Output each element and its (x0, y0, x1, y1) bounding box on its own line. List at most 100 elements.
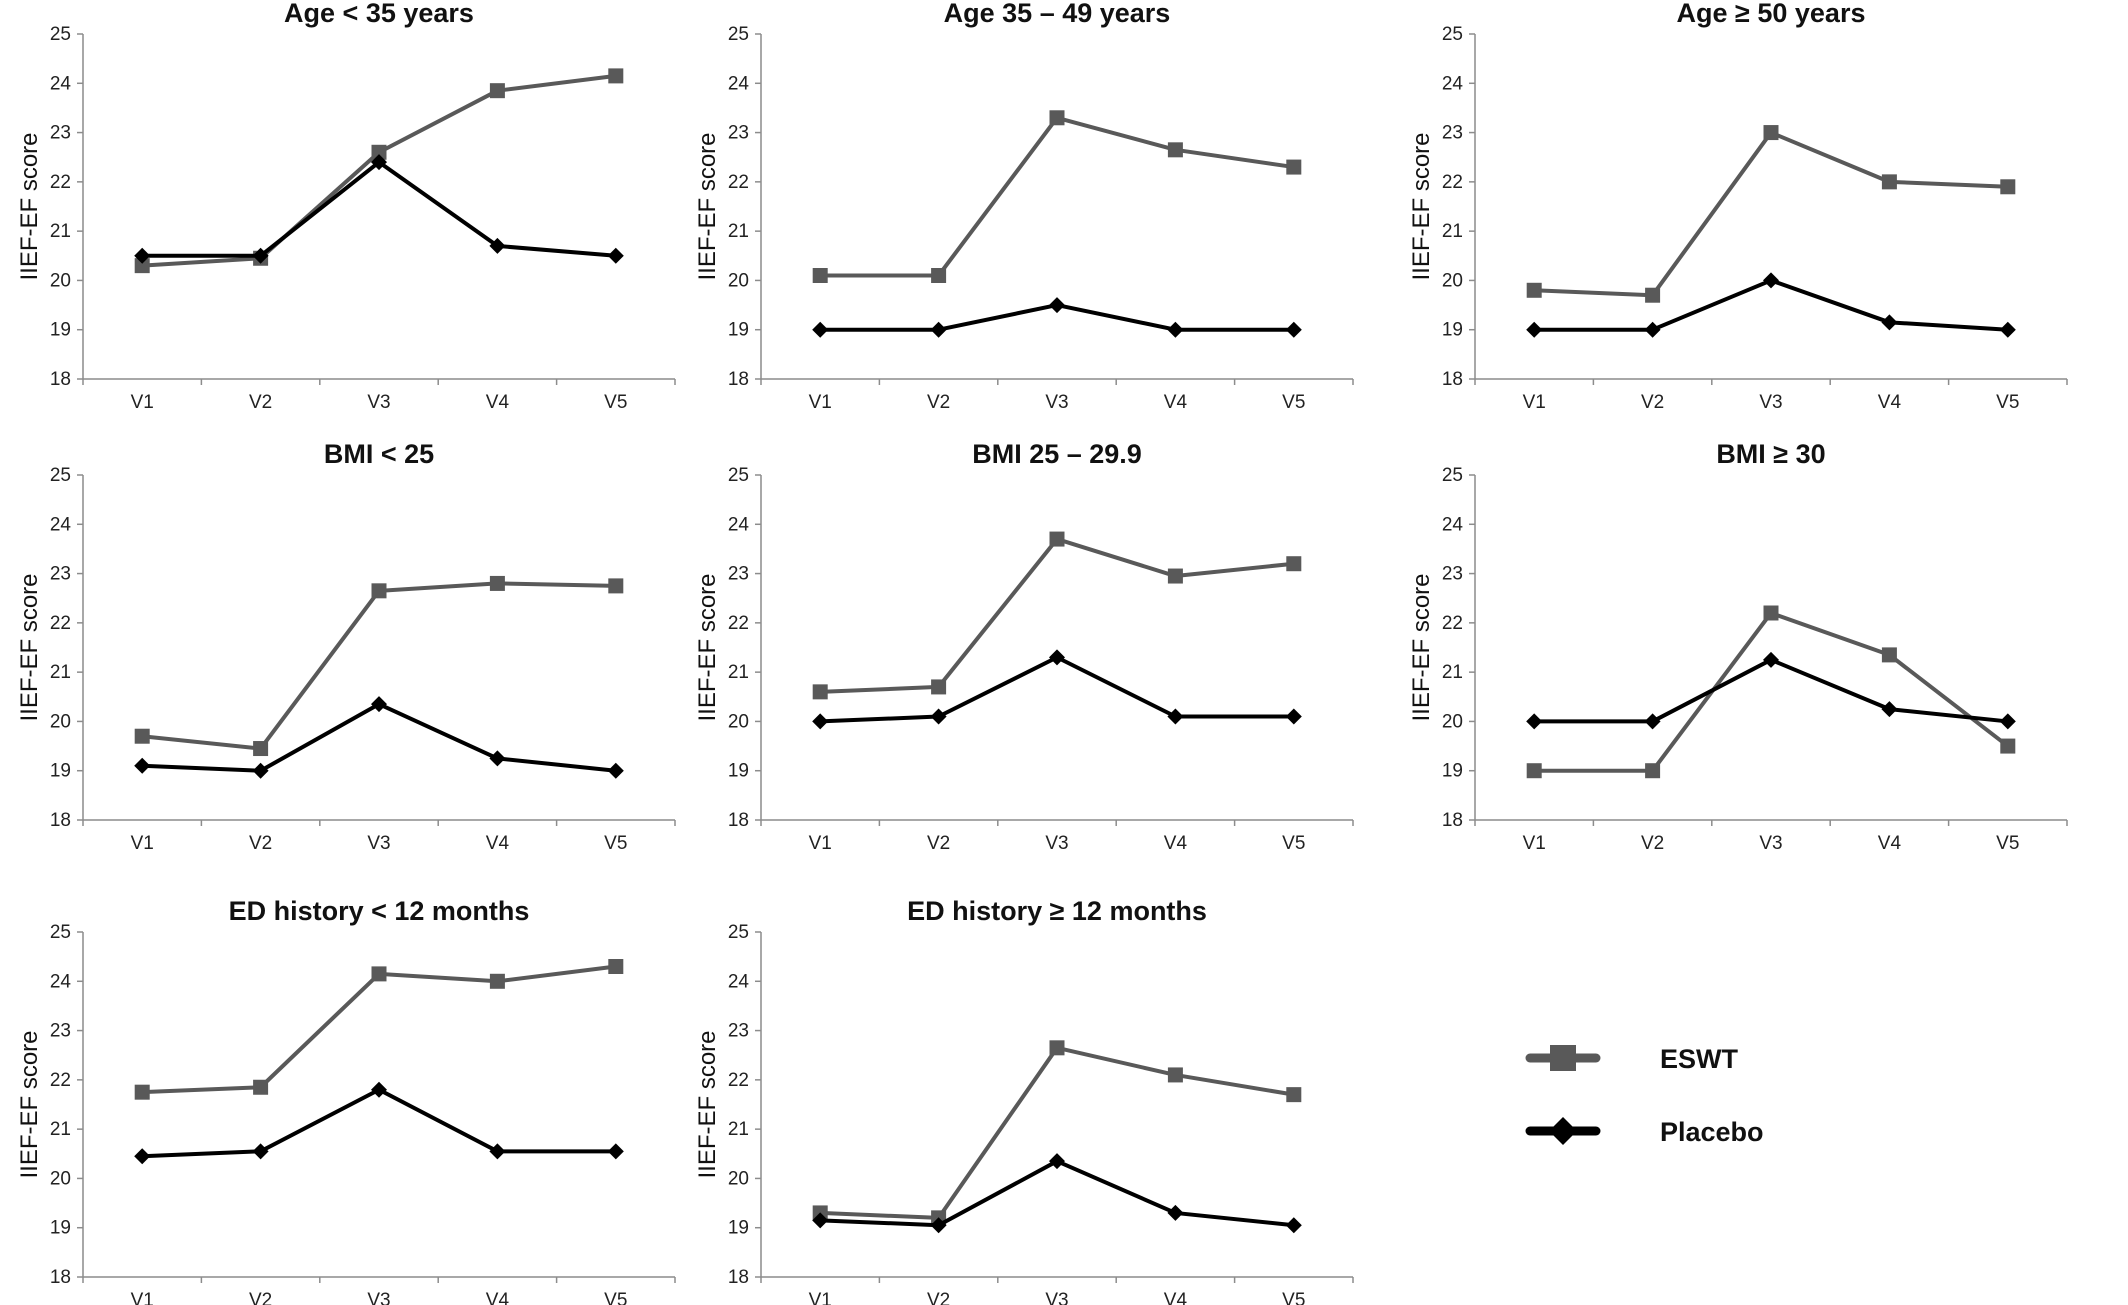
placebo-point (371, 696, 387, 713)
eswt-point (489, 575, 505, 591)
eswt-point (812, 684, 828, 700)
placebo-point (1167, 1204, 1184, 1221)
y-tick-label: 24 (1442, 73, 1464, 94)
y-tick-label: 22 (728, 172, 749, 193)
eswt-point (1881, 174, 1897, 190)
eswt-point (1763, 125, 1779, 141)
eswt-point (371, 144, 387, 160)
y-tick-label: 24 (1442, 514, 1464, 535)
placebo-point (1167, 321, 1184, 338)
placebo-point (252, 1143, 269, 1160)
y-tick-label: 24 (728, 514, 750, 535)
x-tick-label: V5 (1282, 1290, 1305, 1305)
placebo-point (607, 247, 624, 264)
x-tick-label: V1 (809, 392, 832, 413)
placebo-point (1881, 314, 1898, 331)
y-tick-label: 23 (1442, 123, 1463, 144)
y-axis-label: IIEF-EF score (16, 132, 43, 280)
eswt-point (1526, 763, 1542, 779)
y-tick-label: 18 (728, 1267, 749, 1288)
y-tick-label: 18 (50, 1267, 71, 1288)
eswt-point (608, 959, 624, 974)
chart-panel: ED history < 12 months IIEF-EF score 18 19 2… (16, 896, 676, 1305)
eswt-point (931, 679, 947, 695)
x-tick-label: V2 (1641, 833, 1664, 854)
y-tick-label: 18 (50, 810, 71, 831)
y-axis-label: IIEF-EF score (694, 1030, 721, 1178)
placebo-point (607, 1143, 624, 1160)
x-tick-label: V4 (1878, 392, 1902, 413)
x-tick-label: V4 (1164, 1290, 1188, 1305)
x-tick-label: V1 (1523, 392, 1546, 413)
y-tick-label: 19 (50, 761, 71, 782)
series-line-placebo (142, 1087, 616, 1159)
chart-panels: Age < 35 years IIEF-EF score 18 19 20 21 22 23 2… (16, 0, 2068, 1305)
chart-panel: ED history ≥ 12 months IIEF-EF score 18 19 2… (694, 896, 1354, 1305)
x-tick-label: V3 (1759, 833, 1782, 854)
y-tick-label: 19 (50, 1218, 71, 1239)
x-tick-label: V5 (1282, 392, 1305, 413)
eswt-point (134, 1084, 150, 1100)
x-tick-label: V4 (486, 1290, 510, 1305)
eswt-point (1286, 159, 1302, 175)
x-tick-label: V2 (927, 392, 950, 413)
y-tick-label: 22 (50, 172, 71, 193)
series-line-placebo (142, 702, 617, 773)
y-tick-label: 21 (50, 1119, 71, 1140)
y-tick-label: 20 (728, 270, 749, 291)
series-line-eswt (1534, 611, 2010, 773)
placebo-point (1526, 321, 1543, 338)
x-tick-label: V1 (131, 1290, 154, 1305)
chart-panel: Age < 35 years IIEF-EF score 18 19 20 21 22 23 2… (16, 0, 676, 413)
x-tick-label: V4 (486, 833, 510, 854)
eswt-point (2000, 179, 2016, 195)
y-tick-label: 22 (1442, 172, 1463, 193)
series-line-eswt (142, 964, 617, 1095)
placebo-point (1285, 708, 1302, 725)
y-tick-label: 21 (50, 221, 71, 242)
eswt-point (1167, 142, 1183, 158)
y-tick-label: 25 (50, 922, 71, 943)
y-tick-label: 20 (50, 1168, 71, 1189)
x-tick-label: V1 (1523, 833, 1546, 854)
x-tick-label: V1 (131, 833, 154, 854)
x-tick-label: V2 (249, 1290, 272, 1305)
x-tick-label: V1 (809, 833, 832, 854)
y-tick-label: 19 (728, 1218, 749, 1239)
y-tick-label: 18 (728, 369, 749, 390)
eswt-point (1049, 531, 1065, 547)
series-line-eswt (820, 537, 1295, 694)
y-tick-label: 21 (728, 1119, 749, 1140)
y-tick-label: 24 (50, 514, 72, 535)
placebo-point (489, 1143, 506, 1160)
placebo-point (812, 321, 829, 338)
x-tick-label: V4 (1164, 392, 1188, 413)
y-tick-label: 20 (728, 711, 749, 732)
y-axis-label: IIEF-EF score (1408, 132, 1435, 280)
chart-panel: BMI ≥ 30 IIEF-EF score 18 19 20 21 22 23 24 25 V1 V… (1408, 439, 2068, 854)
y-tick-label: 18 (728, 810, 749, 831)
placebo-point (812, 713, 829, 730)
y-tick-label: 21 (728, 662, 749, 683)
placebo-point (1644, 713, 1661, 730)
y-tick-label: 23 (728, 123, 749, 144)
y-tick-label: 21 (728, 221, 749, 242)
placebo-point (134, 247, 151, 264)
eswt-point (134, 258, 150, 274)
y-tick-label: 24 (50, 971, 72, 992)
eswt-point (1286, 1087, 1302, 1103)
y-tick-label: 24 (50, 73, 72, 94)
x-tick-label: V5 (1996, 833, 2019, 854)
placebo-point (812, 1212, 829, 1229)
x-tick-label: V4 (1878, 833, 1902, 854)
panel-title: BMI ≥ 30 (1716, 439, 1825, 469)
legend-label: ESWT (1660, 1044, 1739, 1074)
eswt-point (489, 83, 505, 99)
series-line-placebo (142, 160, 616, 258)
eswt-point (2000, 738, 2016, 754)
y-tick-label: 23 (50, 123, 71, 144)
y-tick-label: 20 (1442, 270, 1463, 291)
eswt-point (1167, 568, 1183, 584)
placebo-point (1763, 651, 1779, 668)
placebo-point (489, 237, 506, 254)
